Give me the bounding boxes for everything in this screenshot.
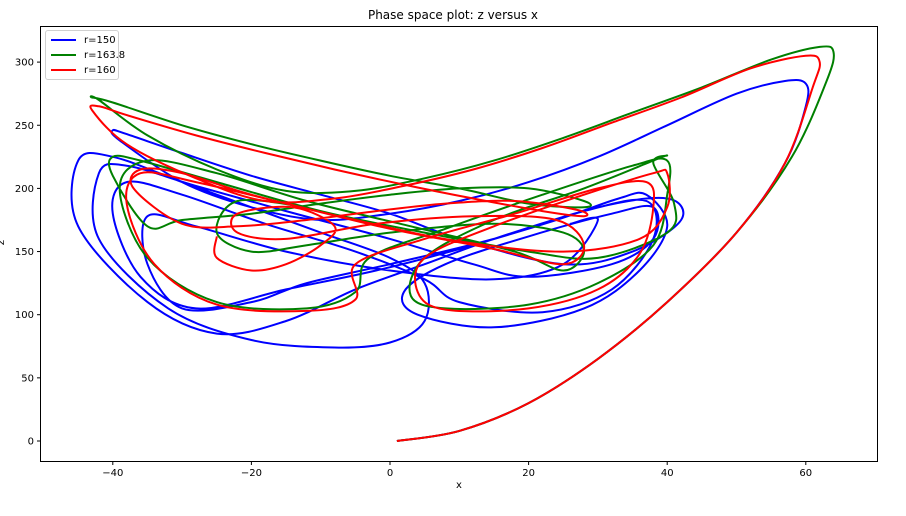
legend-label: r=150 — [84, 34, 116, 46]
y-axis-ticks: 0 50 100 150 200 250 300 — [15, 58, 41, 448]
x-axis-label: x — [456, 480, 462, 491]
y-tick-label: 150 — [15, 247, 34, 258]
x-tick-label: 40 — [661, 468, 674, 479]
x-tick-label: 20 — [522, 468, 535, 479]
y-tick-label: 250 — [15, 121, 34, 132]
legend-label: r=163.8 — [84, 49, 126, 61]
axes-frame — [40, 26, 878, 462]
chart-title: Phase space plot: z versus x — [367, 8, 539, 22]
y-tick-label: 200 — [15, 184, 34, 195]
legend-item-r160: r=160 — [51, 64, 116, 76]
y-tick-label: 300 — [15, 58, 34, 69]
series-line-r-160 — [89, 54, 821, 442]
y-tick-label: 0 — [28, 437, 34, 448]
x-tick-label: 0 — [387, 468, 393, 479]
series-layer — [70, 45, 835, 442]
legend-item-r150: r=150 — [51, 34, 116, 46]
legend: r=150 r=163.8 r=160 — [45, 30, 125, 80]
legend-swatch-blue — [51, 39, 76, 41]
series-line-r-150 — [70, 79, 810, 442]
y-tick-label: 50 — [21, 373, 34, 384]
y-axis-label: z — [0, 240, 7, 245]
x-tick-label: −20 — [241, 468, 262, 479]
legend-label: r=160 — [84, 64, 116, 76]
y-tick-label: 100 — [15, 310, 34, 321]
legend-swatch-red — [51, 69, 76, 71]
x-tick-label: 60 — [799, 468, 812, 479]
x-axis-ticks: −40 −20 0 20 40 60 — [102, 461, 812, 479]
x-tick-label: −40 — [102, 468, 123, 479]
legend-item-r163-8: r=163.8 — [51, 49, 125, 61]
legend-swatch-green — [51, 54, 76, 56]
